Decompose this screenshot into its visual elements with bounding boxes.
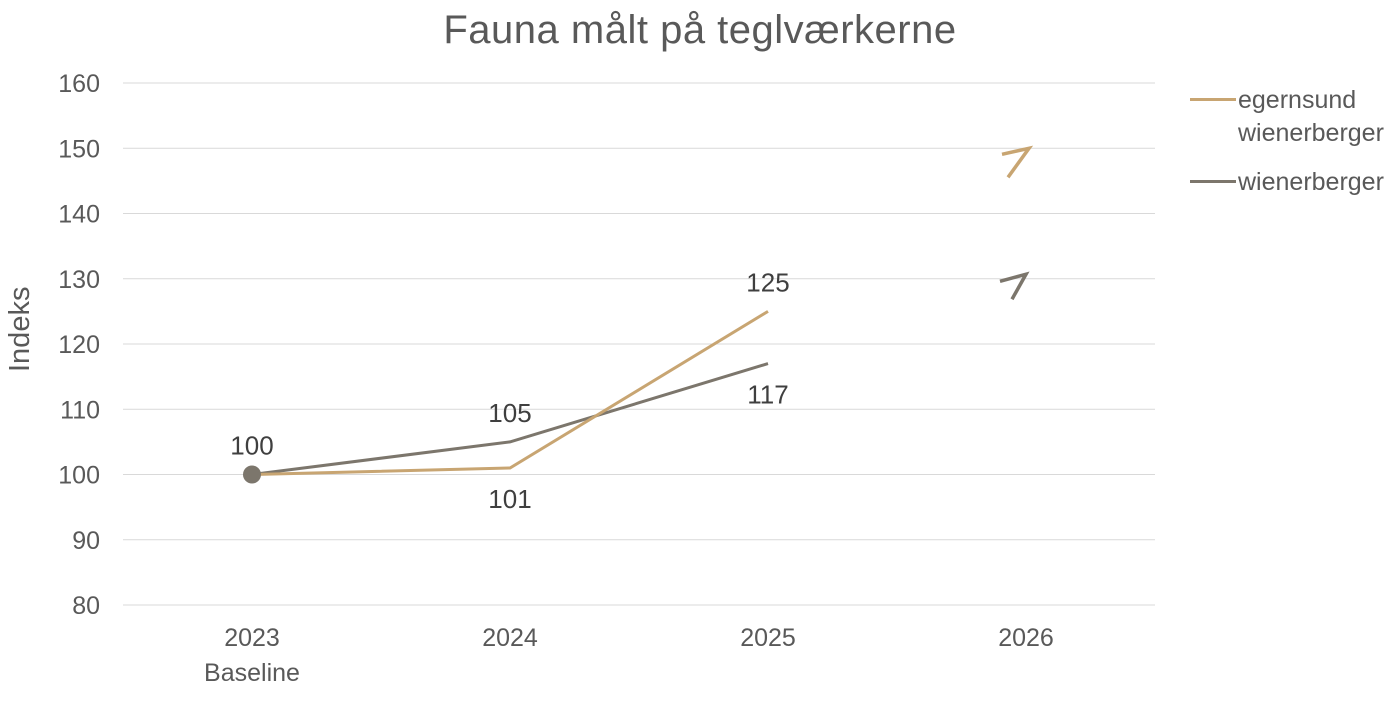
y-tick-label: 150 [58,135,100,163]
legend-item-label: egernsund wienerberger [1238,86,1384,147]
y-tick-label: 130 [58,266,100,294]
x-tick-label: 2026 [998,624,1054,652]
x-tick-sublabel: Baseline [204,659,300,687]
data-label: 125 [746,267,789,297]
y-tick-label: 160 [58,70,100,98]
legend-item-label: wienerberger [1238,168,1384,196]
series-line-wienerberger [251,362,769,476]
trend-arrow-7 [1001,145,1034,179]
data-label: 100 [230,431,273,461]
legend-swatch-line [1190,180,1236,183]
chart-title: Fauna målt på teglværkerne [443,8,957,52]
series-line-egernsund-wienerberger [251,310,769,476]
y-tick-label: 100 [58,462,100,490]
y-tick-label: 140 [58,201,100,229]
trend-arrow-chevron [999,271,1030,301]
y-tick-label: 110 [60,396,100,424]
y-tick-label: 120 [58,331,100,359]
y-tick-label: 90 [72,527,100,555]
x-tick-label: 2023 [224,624,280,652]
legend-item: egernsund wienerberger [1190,84,1400,150]
data-label: 101 [488,484,531,514]
data-label: 105 [488,398,531,428]
x-tick-label: 2025 [740,624,796,652]
legend-item: wienerberger [1190,166,1400,199]
baseline-point-marker [243,465,261,484]
x-tick-label: 2024 [482,624,538,652]
legend: egernsund wienerberger wienerberger [1190,84,1400,199]
data-label: 117 [747,380,788,410]
legend-swatch-line [1190,98,1236,101]
y-tick-label: 80 [72,592,100,620]
